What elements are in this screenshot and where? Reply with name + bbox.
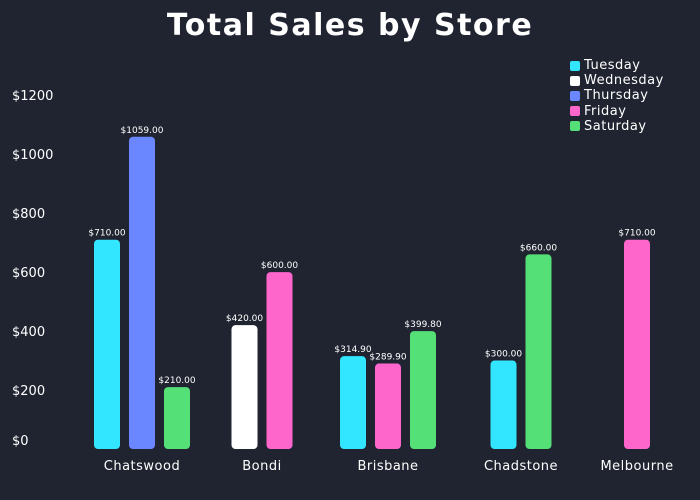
data-label: $710.00	[618, 229, 655, 239]
y-tick-label: $200	[12, 384, 45, 399]
x-tick-label: Bondi	[242, 459, 281, 474]
legend: Tuesday Wednesday Thursday Friday Saturday	[570, 58, 664, 134]
bar-chatswood-saturday[interactable]	[164, 387, 190, 449]
x-tick-label: Chatswood	[104, 459, 180, 474]
y-tick-label: $0	[12, 434, 29, 449]
legend-label: Tuesday	[584, 58, 641, 73]
bar-melbourne-friday[interactable]	[624, 239, 650, 449]
bar-chatswood-tuesday[interactable]	[94, 239, 120, 449]
bar-brisbane-tuesday[interactable]	[340, 356, 366, 449]
data-label: $300.00	[485, 350, 522, 360]
x-axis: Chatswood Bondi Brisbane Chadstone Melbourne	[104, 459, 673, 474]
bar-brisbane-saturday[interactable]	[410, 331, 436, 449]
data-label: $314.90	[334, 345, 371, 355]
legend-swatch	[570, 121, 580, 132]
x-tick-label: Chadstone	[484, 459, 558, 474]
y-tick-label: $1000	[12, 148, 53, 163]
legend-label: Thursday	[584, 88, 649, 104]
bar-chadstone-tuesday[interactable]	[490, 360, 517, 449]
y-tick-label: $1200	[12, 89, 53, 104]
y-axis: $0 $200 $400 $600 $800 $1000 $1200	[12, 89, 53, 449]
data-label: $1059.00	[121, 126, 164, 136]
data-label: $420.00	[226, 314, 263, 324]
legend-swatch	[570, 91, 580, 101]
y-tick-label: $600	[12, 266, 45, 281]
legend-item-friday[interactable]: Friday	[570, 104, 664, 119]
x-tick-label: Brisbane	[357, 459, 418, 474]
legend-label: Wednesday	[584, 73, 664, 89]
bars: $710.00 $1059.00 $210.00 $420.00 $600.00 $314…	[88, 126, 656, 449]
bar-brisbane-friday[interactable]	[375, 363, 401, 449]
legend-item-saturday[interactable]: Saturday	[570, 119, 664, 134]
data-label: $600.00	[261, 261, 298, 271]
bar-chatswood-thursday[interactable]	[129, 136, 155, 449]
data-label: $399.80	[404, 320, 441, 330]
x-tick-label: Melbourne	[600, 459, 673, 474]
data-label: $289.90	[369, 353, 406, 363]
legend-item-tuesday[interactable]: Tuesday	[570, 58, 664, 73]
y-tick-label: $400	[12, 325, 45, 340]
legend-item-thursday[interactable]: Thursday	[570, 88, 664, 103]
data-label: $210.00	[158, 376, 195, 386]
legend-swatch	[570, 60, 580, 71]
legend-swatch	[570, 75, 580, 86]
legend-label: Saturday	[584, 118, 647, 134]
bar-bondi-friday[interactable]	[266, 272, 293, 449]
legend-label: Friday	[584, 103, 627, 119]
y-tick-label: $800	[12, 207, 45, 222]
bar-bondi-wednesday[interactable]	[231, 325, 258, 449]
bar-chadstone-saturday[interactable]	[525, 254, 552, 449]
data-label: $710.00	[88, 229, 125, 239]
legend-item-wednesday[interactable]: Wednesday	[570, 73, 664, 88]
legend-swatch	[570, 106, 580, 117]
chart-title: Total Sales by Store	[166, 8, 534, 43]
data-label: $660.00	[520, 243, 557, 253]
